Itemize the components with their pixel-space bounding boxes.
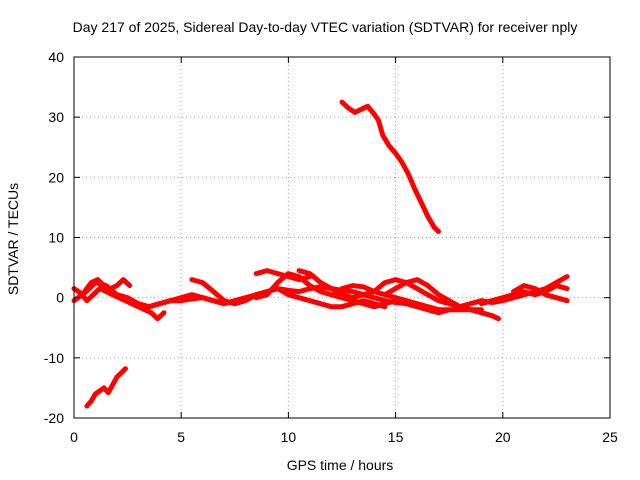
y-tick-label: -20 (44, 410, 64, 426)
series-arc-11 (457, 274, 570, 310)
x-tick-label: 15 (388, 429, 404, 445)
y-tick-label: 20 (48, 169, 64, 185)
grid (74, 57, 610, 418)
chart-title: Day 217 of 2025, Sidereal Day-to-day VTE… (73, 19, 578, 35)
series-arc-5 (189, 277, 388, 310)
y-tick-label: 40 (48, 49, 64, 65)
x-tick-label: 0 (70, 429, 78, 445)
x-axis-label: GPS time / hours (287, 457, 394, 473)
ticks (73, 56, 611, 419)
series-arc-13 (511, 283, 570, 304)
y-tick-label: 0 (56, 290, 64, 306)
y-tick-label: -10 (44, 350, 64, 366)
x-tick-label: 10 (281, 429, 297, 445)
x-tick-label: 20 (495, 429, 511, 445)
series-arc-low (84, 366, 128, 409)
series-arc-3 (82, 277, 133, 295)
series-arc-6 (253, 271, 452, 316)
x-tick-label: 5 (177, 429, 185, 445)
y-tick-label: 30 (48, 109, 64, 125)
y-tick-label: 10 (48, 230, 64, 246)
tick-labels: 0 5 10 15 20 25 -20 -10 0 10 20 30 40 (44, 49, 618, 445)
series-arc-10 (382, 277, 484, 313)
series-arc-7 (253, 268, 313, 283)
y-axis-label: SDTVAR / TECUs (5, 183, 21, 295)
series-arc-high (339, 99, 441, 234)
series-arc-12 (478, 283, 570, 307)
x-tick-label: 25 (602, 429, 618, 445)
series-group (71, 99, 570, 409)
